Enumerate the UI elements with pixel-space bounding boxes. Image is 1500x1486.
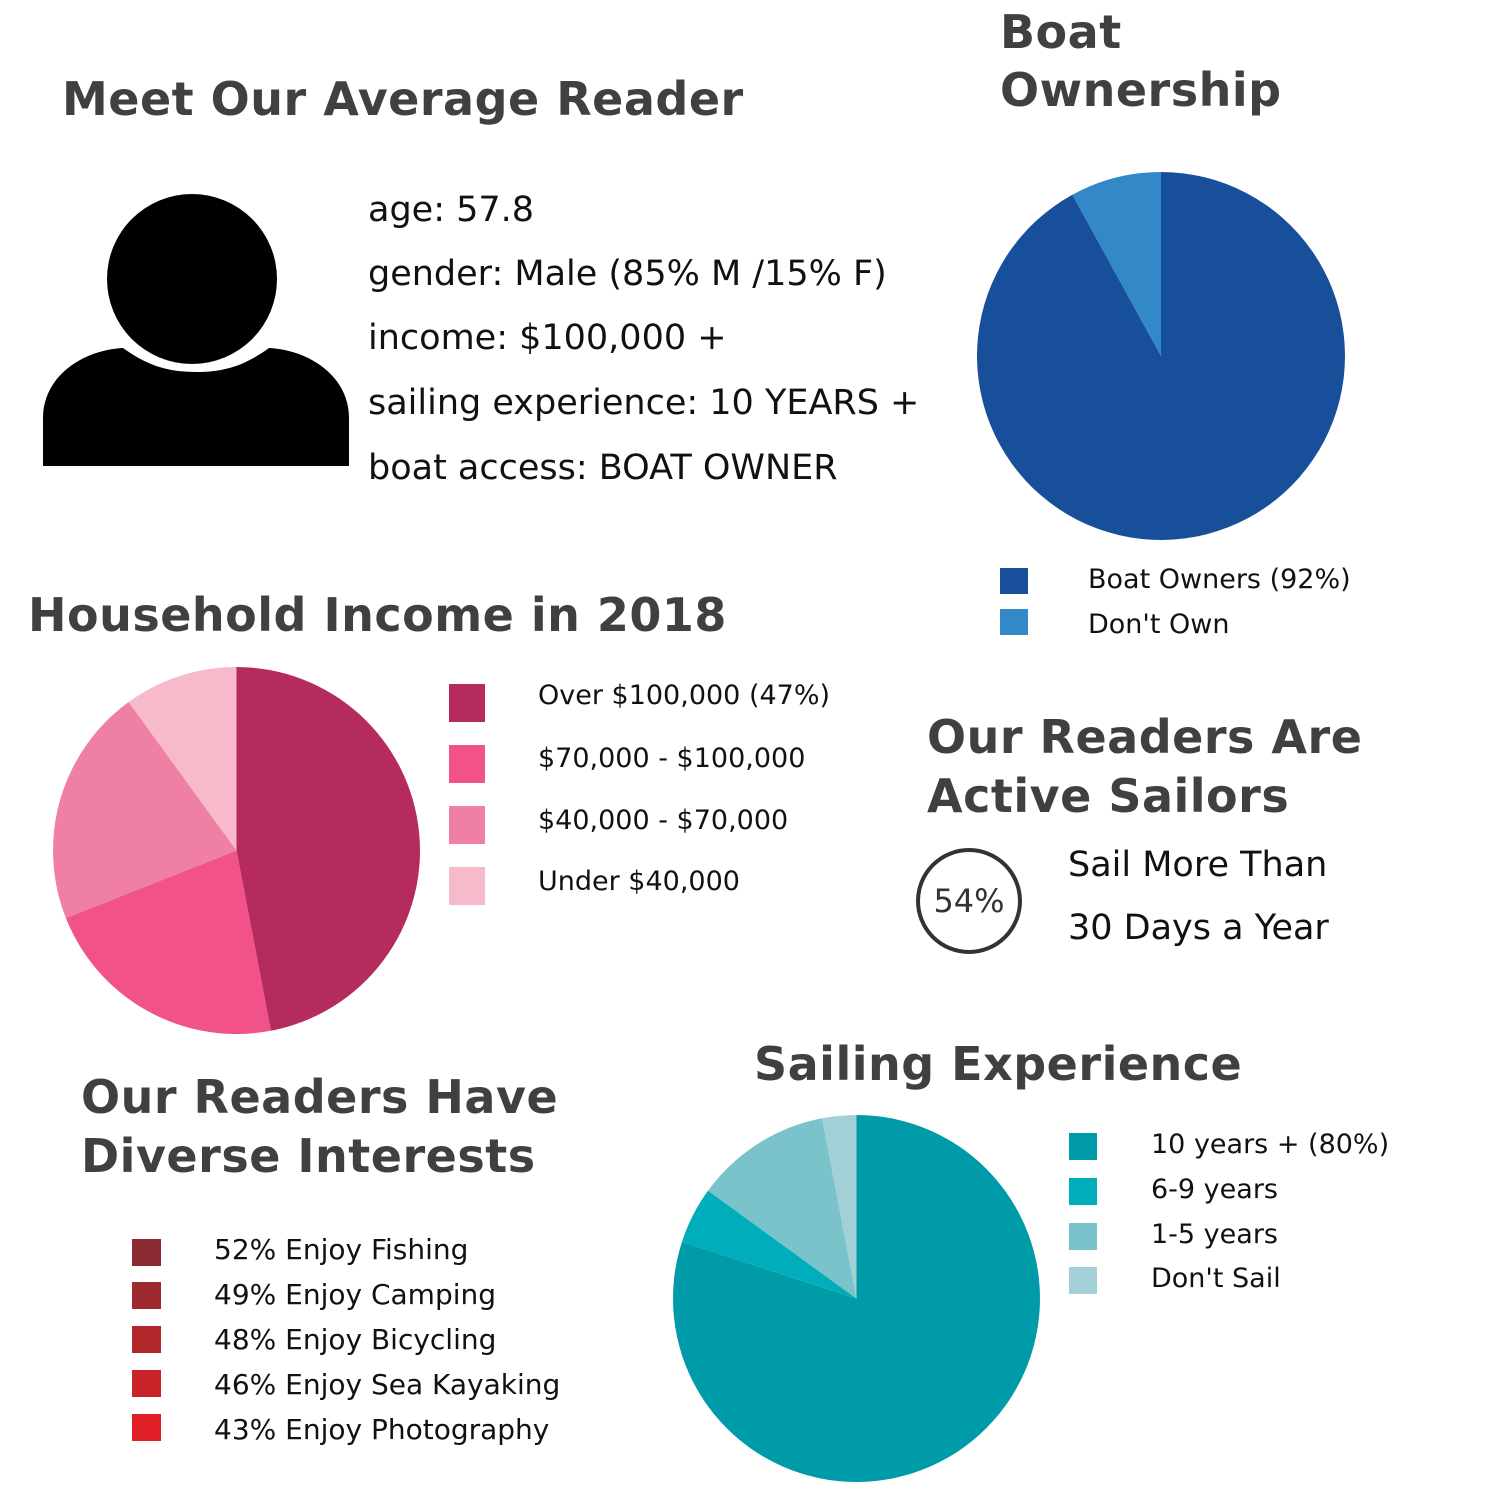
active-text-line2: 30 Days a Year (1068, 908, 1329, 948)
interest-photography: 43% Enjoy Photography (132, 1411, 572, 1451)
boat-legend-dont-own-swatch (1000, 609, 1028, 635)
sailing-experience-slice-2 (681, 1190, 857, 1299)
sailing-legend-6-9-swatch (1069, 1178, 1097, 1205)
active-text-line1: Sail More Than (1068, 845, 1328, 885)
income-legend-40k-70k-label: $40,000 - $70,000 (538, 805, 789, 836)
interest-bicycling-swatch (132, 1326, 161, 1353)
boat-legend-dont-own: Don't Own (1000, 607, 1420, 647)
boat-ownership-title-line1: Boat (1000, 5, 1122, 59)
income-legend-70k-100k-swatch (449, 745, 485, 783)
reader-sailing-experience: sailing experience: 10 YEARS + (368, 383, 920, 423)
sailing-legend-dont-sail-swatch (1069, 1267, 1097, 1294)
income-legend-70k-100k-label: $70,000 - $100,000 (538, 743, 806, 774)
sailing-legend-dont-sail: Don't Sail (1069, 1261, 1489, 1301)
sailing-experience-slice-4 (822, 1115, 857, 1299)
reader-gender: gender: Male (85% M /15% F) (368, 254, 887, 294)
income-legend-over-100k: Over $100,000 (47%) (449, 680, 869, 722)
active-title-line1: Our Readers Are (927, 710, 1363, 764)
sailing-experience-slice-3 (708, 1118, 857, 1299)
household-income-slice-1 (236, 667, 421, 1031)
household-income-slice-4 (128, 667, 237, 851)
interests-title-line2: Diverse Interests (81, 1129, 536, 1183)
income-legend-40k-70k-swatch (449, 806, 485, 844)
active-percent-badge: 54% (916, 848, 1022, 954)
income-legend-under-40k-swatch (449, 867, 485, 905)
sailing-experience-pie-chart (673, 1115, 1040, 1482)
interest-sea-kayaking-swatch (132, 1370, 161, 1397)
sailing-experience-title: Sailing Experience (754, 1037, 1243, 1091)
active-title-line2: Active Sailors (927, 769, 1290, 823)
interest-sea-kayaking: 46% Enjoy Sea Kayaking (132, 1366, 572, 1406)
income-legend-over-100k-swatch (449, 684, 485, 722)
income-legend-40k-70k: $40,000 - $70,000 (449, 805, 869, 845)
interest-photography-swatch (132, 1414, 161, 1441)
interest-fishing-label: 52% Enjoy Fishing (214, 1233, 469, 1266)
interest-bicycling-label: 48% Enjoy Bicycling (214, 1323, 497, 1356)
boat-ownership-pie-chart (977, 172, 1345, 540)
reader-title: Meet Our Average Reader (62, 72, 744, 126)
boat-legend-owners-label: Boat Owners (92%) (1088, 564, 1351, 595)
income-legend-over-100k-label: Over $100,000 (47%) (538, 680, 831, 711)
interest-photography-label: 43% Enjoy Photography (214, 1413, 550, 1446)
interest-bicycling: 48% Enjoy Bicycling (132, 1321, 572, 1361)
sailing-legend-10-plus: 10 years + (80%) (1069, 1127, 1489, 1167)
sailing-legend-1-5-label: 1-5 years (1151, 1219, 1278, 1250)
reader-age: age: 57.8 (368, 190, 535, 230)
active-percent-value: 54% (933, 882, 1005, 920)
reader-boat-access: boat access: BOAT OWNER (368, 448, 838, 488)
sailing-legend-10-plus-swatch (1069, 1133, 1097, 1160)
sailing-legend-6-9-label: 6-9 years (1151, 1174, 1278, 1205)
household-income-pie-chart (52, 667, 421, 1034)
interest-sea-kayaking-label: 46% Enjoy Sea Kayaking (214, 1368, 561, 1401)
interest-fishing: 52% Enjoy Fishing (132, 1231, 572, 1271)
boat-legend-owners-swatch (1000, 568, 1028, 594)
sailing-legend-6-9: 6-9 years (1069, 1172, 1489, 1212)
income-legend-under-40k-label: Under $40,000 (538, 866, 740, 897)
sailing-legend-10-plus-label: 10 years + (80%) (1151, 1129, 1390, 1160)
interest-camping-swatch (132, 1282, 161, 1309)
boat-ownership-slice-2 (1072, 172, 1161, 356)
boat-legend-owners: Boat Owners (92%) (1000, 562, 1420, 602)
sailing-legend-dont-sail-label: Don't Sail (1151, 1263, 1281, 1294)
sailing-legend-1-5: 1-5 years (1069, 1217, 1489, 1257)
household-income-slice-2 (65, 850, 271, 1034)
income-legend-70k-100k: $70,000 - $100,000 (449, 743, 869, 783)
reader-income: income: $100,000 + (368, 318, 727, 358)
household-income-slice-3 (52, 702, 237, 919)
interest-camping-label: 49% Enjoy Camping (214, 1278, 497, 1311)
boat-ownership-title-line2: Ownership (1000, 63, 1282, 117)
income-title: Household Income in 2018 (28, 588, 727, 642)
interest-fishing-swatch (132, 1239, 161, 1266)
income-legend-under-40k: Under $40,000 (449, 866, 869, 906)
sailing-legend-1-5-swatch (1069, 1223, 1097, 1250)
person-silhouette-icon (43, 194, 349, 466)
boat-legend-dont-own-label: Don't Own (1088, 609, 1230, 640)
interests-title-line1: Our Readers Have (81, 1070, 559, 1124)
interest-camping: 49% Enjoy Camping (132, 1276, 572, 1316)
